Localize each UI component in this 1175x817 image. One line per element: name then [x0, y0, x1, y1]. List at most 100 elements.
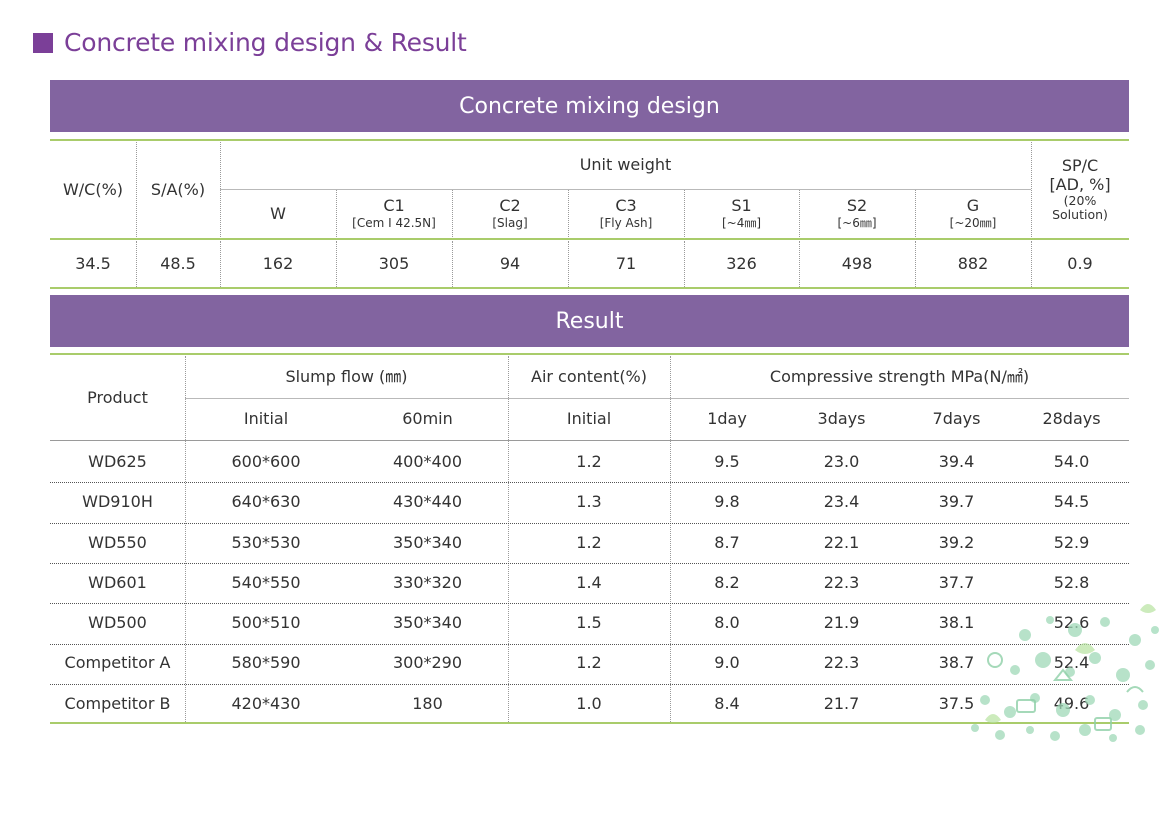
header-product-label: Product [87, 387, 148, 407]
mixing-value: 94 [499, 253, 521, 273]
mixing-top-line [50, 139, 1129, 141]
mixing-col-separator [452, 241, 453, 287]
result-value: 1.4 [576, 572, 602, 592]
result-value-cell: 52.8 [1014, 563, 1129, 603]
header-sa: S/A(%) [136, 142, 220, 238]
header-compressive-strength: Compressive strength MPa(N/㎟) [670, 356, 1129, 398]
header-s2: S2 [~6㎜] [799, 190, 915, 238]
mixing-value-cell: 0.9 [1031, 241, 1129, 287]
mixing-value: 34.5 [75, 253, 111, 273]
result-value-cell: 530*530 [185, 523, 347, 563]
result-col-separator [185, 356, 186, 722]
header-unit-weight: Unit weight [220, 142, 1031, 189]
result-value-cell: 22.3 [784, 644, 899, 684]
result-value: 23.0 [823, 451, 860, 471]
result-value: 23.4 [823, 492, 860, 512]
mixing-design-title: Concrete mixing design [459, 93, 720, 119]
result-value: 8.4 [714, 693, 740, 713]
mixing-header-bottom-line [50, 238, 1129, 240]
result-value-cell: 8.7 [670, 523, 784, 563]
header-component-spec: [~6㎜] [837, 216, 877, 231]
result-value: 300*290 [392, 653, 463, 673]
mixing-col-separator [915, 190, 916, 239]
header-component-spec: [Cem Ⅰ 42.5N] [352, 216, 436, 231]
subheader-label: 60min [402, 409, 453, 429]
result-value-cell: 54.0 [1014, 442, 1129, 482]
header-component-label: C2 [499, 195, 521, 215]
result-value-cell: 22.3 [784, 563, 899, 603]
result-value: 430*440 [392, 492, 463, 512]
result-value-cell: 23.0 [784, 442, 899, 482]
header-slump-flow-label: Slump flow (㎜) [285, 366, 408, 386]
table-row-divider [50, 603, 1129, 605]
mixing-col-separator [684, 241, 685, 287]
mixing-value-cell: 882 [915, 241, 1031, 287]
unit-weight-divider [220, 189, 1031, 190]
result-value-cell: 39.2 [899, 523, 1014, 563]
mixing-bottom-line [50, 287, 1129, 289]
table-row-divider [50, 643, 1129, 645]
result-value: 8.0 [714, 613, 740, 633]
header-component-spec: [~4㎜] [721, 216, 762, 231]
result-value: 1.2 [576, 653, 602, 673]
result-title: Result [555, 308, 624, 334]
header-spc: SP/C [AD, %] (20% Solution) [1031, 142, 1129, 238]
mixing-design-banner: Concrete mixing design [50, 80, 1129, 132]
mixing-col-separator [1031, 142, 1032, 239]
table-row-divider [50, 683, 1129, 685]
header-sa-label: S/A(%) [150, 179, 206, 199]
header-component-label: W [270, 203, 286, 223]
mixing-value-cell: 326 [684, 241, 799, 287]
result-value: 9.0 [714, 653, 740, 673]
result-value: 1.5 [576, 613, 602, 633]
subheader-label: Initial [566, 409, 612, 429]
result-value-cell: 350*340 [347, 523, 508, 563]
result-value: 54.5 [1053, 492, 1090, 512]
header-spc-line2: [AD, %] [1049, 174, 1111, 194]
result-value-cell: 38.1 [899, 603, 1014, 643]
mixing-value-cell: 305 [336, 241, 452, 287]
eco-doodle-decoration [971, 604, 1159, 742]
mixing-col-separator [136, 142, 137, 239]
result-value: 500*510 [231, 613, 301, 633]
result-value: 640*630 [231, 492, 301, 512]
page-title: Concrete mixing design & Result [64, 28, 467, 57]
result-value: 21.9 [823, 613, 860, 633]
subheader-cell: 1day [670, 399, 784, 440]
mixing-value: 162 [262, 253, 294, 273]
result-value-cell: 39.7 [899, 482, 1014, 522]
result-value: 580*590 [231, 653, 301, 673]
mixing-col-separator [568, 241, 569, 287]
result-value-cell: 640*630 [185, 482, 347, 522]
result-value: 52.9 [1053, 532, 1090, 552]
result-value-cell: 600*600 [185, 442, 347, 482]
header-compressive-strength-label: Compressive strength MPa(N/㎟) [769, 366, 1030, 386]
result-value: 21.7 [823, 693, 860, 713]
header-spc-line3: (20% [1063, 193, 1097, 209]
heading-bullet-square [33, 32, 53, 53]
mixing-col-separator [799, 241, 800, 287]
header-c2: C2 [Slag] [452, 190, 568, 238]
result-value: 540*550 [231, 572, 301, 592]
header-g: G [~20㎜] [915, 190, 1031, 238]
result-value-cell: 180 [347, 684, 508, 724]
subheader-label: 3days [817, 409, 866, 429]
result-value: 52.8 [1053, 572, 1090, 592]
product-name: WD601 [88, 572, 147, 592]
result-value-cell: 500*510 [185, 603, 347, 643]
result-col-separator [508, 356, 509, 722]
subheader-cell: 60min [347, 399, 508, 440]
result-value: 54.0 [1053, 451, 1090, 471]
product-name: WD910H [82, 492, 153, 512]
result-col-separator [670, 356, 671, 722]
subheader-label: 28days [1042, 409, 1101, 429]
mixing-col-separator [915, 241, 916, 287]
result-value: 1.2 [576, 532, 602, 552]
result-value-cell: 8.0 [670, 603, 784, 643]
subheader-cell: 28days [1014, 399, 1129, 440]
product-name-cell: WD601 [50, 563, 185, 603]
result-value-cell: 580*590 [185, 644, 347, 684]
header-c1: C1 [Cem Ⅰ 42.5N] [336, 190, 452, 238]
subheader-cell: Initial [508, 399, 670, 440]
result-value-cell: 8.4 [670, 684, 784, 724]
